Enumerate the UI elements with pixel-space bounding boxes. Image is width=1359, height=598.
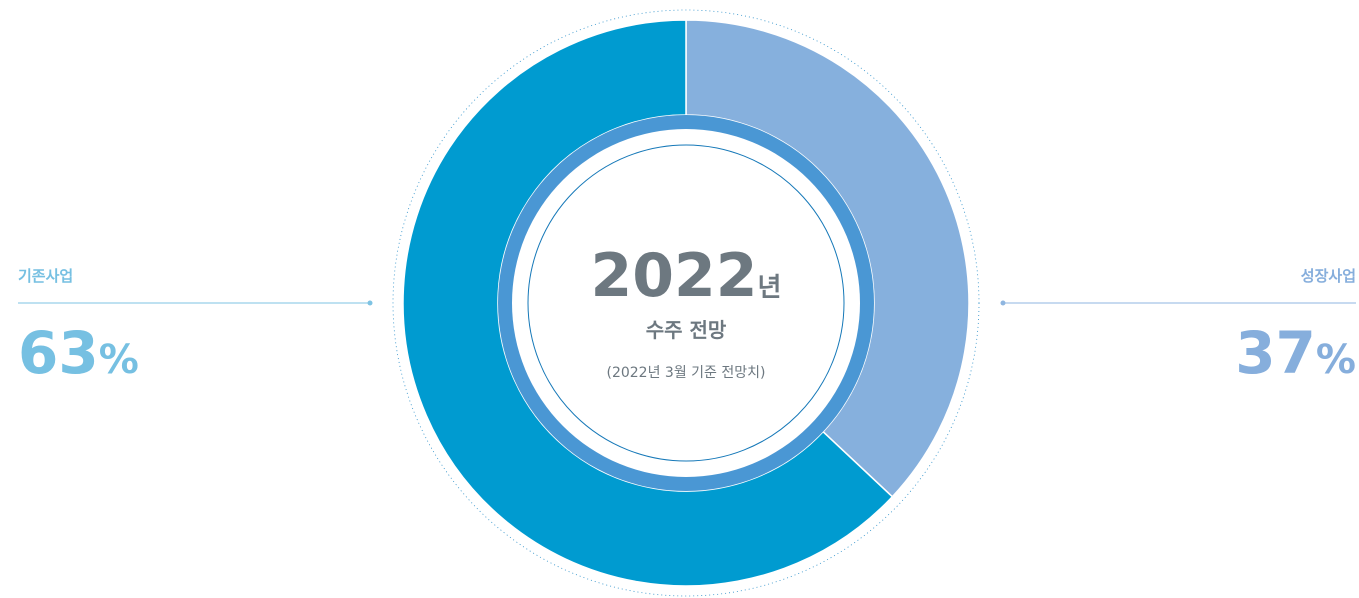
- value-label: 37%: [1235, 319, 1356, 387]
- center-note: (2022년 3월 기준 전망치): [607, 365, 766, 381]
- legend-dot: [1000, 300, 1006, 306]
- legend-dot: [367, 300, 373, 306]
- value-label: 63%: [18, 319, 139, 387]
- legend-label: 성장사업: [1301, 267, 1356, 285]
- outer-dotted-ring: [392, 9, 980, 597]
- legend-label: 기존사업: [18, 267, 73, 285]
- center-title: 2022년: [591, 241, 782, 311]
- center-line: [527, 144, 845, 462]
- center-subtitle: 수주 전망: [646, 318, 727, 342]
- center-disc: [512, 129, 860, 477]
